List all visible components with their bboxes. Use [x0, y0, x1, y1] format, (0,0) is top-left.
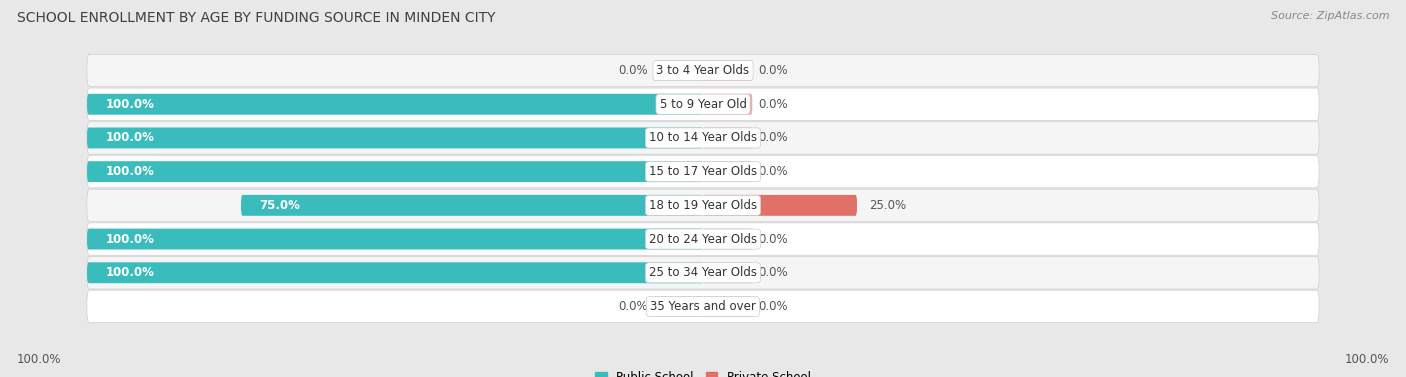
FancyBboxPatch shape — [703, 60, 752, 81]
Text: 100.0%: 100.0% — [17, 353, 62, 366]
FancyBboxPatch shape — [87, 262, 703, 283]
Text: 10 to 14 Year Olds: 10 to 14 Year Olds — [650, 132, 756, 144]
Text: Source: ZipAtlas.com: Source: ZipAtlas.com — [1271, 11, 1389, 21]
FancyBboxPatch shape — [87, 228, 703, 250]
FancyBboxPatch shape — [654, 296, 703, 317]
FancyBboxPatch shape — [703, 161, 752, 182]
Text: SCHOOL ENROLLMENT BY AGE BY FUNDING SOURCE IN MINDEN CITY: SCHOOL ENROLLMENT BY AGE BY FUNDING SOUR… — [17, 11, 495, 25]
FancyBboxPatch shape — [703, 94, 752, 115]
FancyBboxPatch shape — [87, 223, 1319, 255]
Text: 3 to 4 Year Olds: 3 to 4 Year Olds — [657, 64, 749, 77]
FancyBboxPatch shape — [87, 122, 1319, 154]
Text: 100.0%: 100.0% — [105, 165, 155, 178]
FancyBboxPatch shape — [87, 155, 1319, 188]
FancyBboxPatch shape — [654, 60, 703, 81]
Text: 75.0%: 75.0% — [260, 199, 301, 212]
Text: 0.0%: 0.0% — [619, 64, 648, 77]
Text: 25 to 34 Year Olds: 25 to 34 Year Olds — [650, 266, 756, 279]
Text: 100.0%: 100.0% — [1344, 353, 1389, 366]
FancyBboxPatch shape — [87, 88, 1319, 120]
Text: 35 Years and over: 35 Years and over — [650, 300, 756, 313]
FancyBboxPatch shape — [87, 290, 1319, 323]
Text: 0.0%: 0.0% — [758, 300, 787, 313]
FancyBboxPatch shape — [87, 94, 703, 115]
Text: 18 to 19 Year Olds: 18 to 19 Year Olds — [650, 199, 756, 212]
Text: 100.0%: 100.0% — [105, 266, 155, 279]
FancyBboxPatch shape — [87, 161, 703, 182]
Text: 5 to 9 Year Old: 5 to 9 Year Old — [659, 98, 747, 111]
Text: 25.0%: 25.0% — [869, 199, 907, 212]
FancyBboxPatch shape — [703, 296, 752, 317]
Text: 20 to 24 Year Olds: 20 to 24 Year Olds — [650, 233, 756, 245]
Text: 100.0%: 100.0% — [105, 98, 155, 111]
FancyBboxPatch shape — [703, 127, 752, 149]
Text: 100.0%: 100.0% — [105, 132, 155, 144]
Text: 0.0%: 0.0% — [758, 233, 787, 245]
FancyBboxPatch shape — [240, 195, 703, 216]
FancyBboxPatch shape — [703, 262, 752, 283]
Text: 100.0%: 100.0% — [105, 233, 155, 245]
Text: 0.0%: 0.0% — [758, 98, 787, 111]
FancyBboxPatch shape — [87, 189, 1319, 222]
Text: 0.0%: 0.0% — [619, 300, 648, 313]
FancyBboxPatch shape — [703, 228, 752, 250]
FancyBboxPatch shape — [87, 127, 703, 149]
Text: 0.0%: 0.0% — [758, 165, 787, 178]
Text: 0.0%: 0.0% — [758, 266, 787, 279]
FancyBboxPatch shape — [87, 54, 1319, 87]
FancyBboxPatch shape — [87, 257, 1319, 289]
Text: 0.0%: 0.0% — [758, 132, 787, 144]
FancyBboxPatch shape — [703, 195, 858, 216]
Text: 0.0%: 0.0% — [758, 64, 787, 77]
Text: 15 to 17 Year Olds: 15 to 17 Year Olds — [650, 165, 756, 178]
Legend: Public School, Private School: Public School, Private School — [591, 366, 815, 377]
